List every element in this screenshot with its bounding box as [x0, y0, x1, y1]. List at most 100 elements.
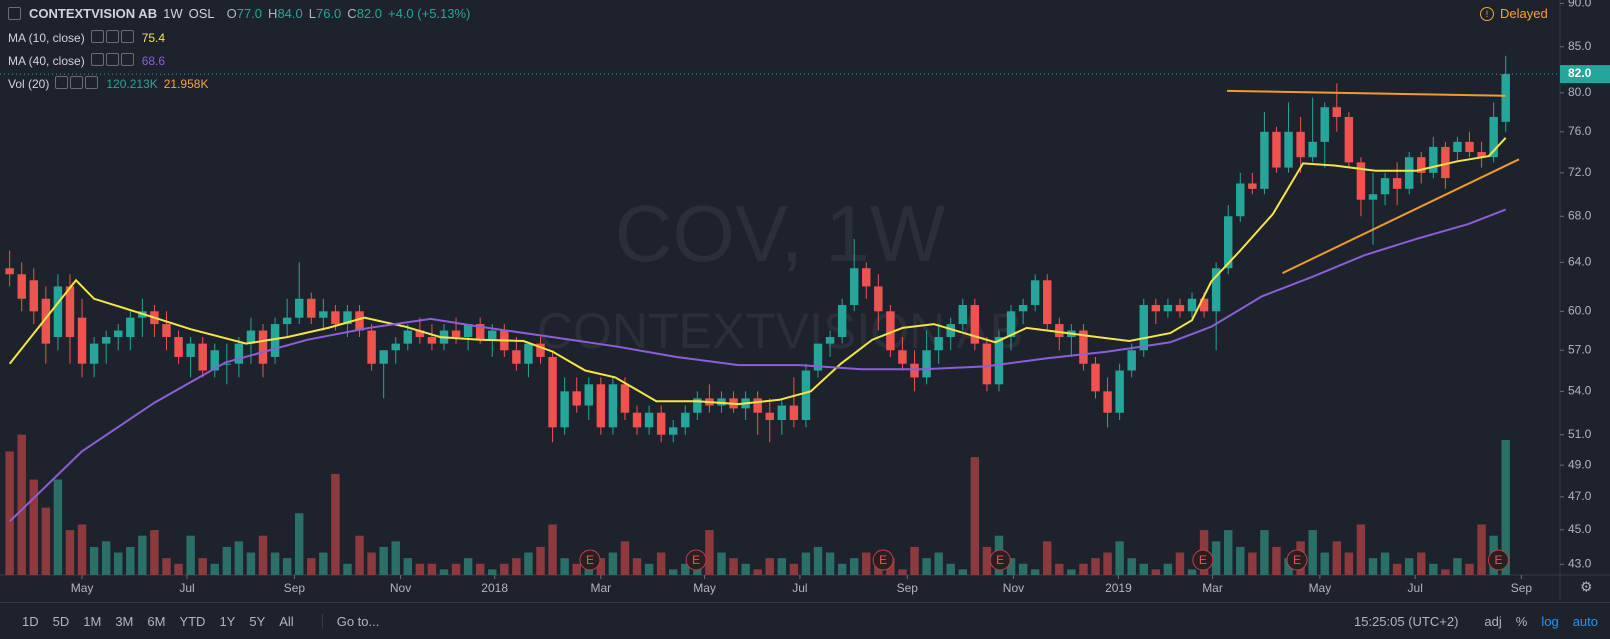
candle-body — [656, 412, 666, 435]
volume-bar — [1356, 524, 1366, 575]
candle-body — [1489, 116, 1498, 158]
event-label: E — [996, 553, 1004, 567]
candle-body — [572, 391, 581, 406]
range-button[interactable]: YTD — [179, 613, 206, 629]
candle-body — [693, 398, 702, 413]
study-icons — [90, 53, 136, 69]
candle-body — [801, 370, 811, 420]
volume-bar — [560, 558, 569, 575]
candle-body — [1260, 131, 1269, 189]
volume-bar — [1501, 440, 1510, 575]
candle-body — [632, 412, 642, 428]
candle-body — [427, 337, 437, 344]
y-tick-label: 90.0 — [1568, 0, 1592, 10]
range-button[interactable]: 5Y — [249, 613, 266, 629]
volume-bar — [958, 569, 968, 575]
event-marker — [1487, 549, 1509, 571]
volume-bar — [1236, 546, 1245, 575]
event-marker — [989, 549, 1011, 571]
ohlc-legend: O77.0 H84.0 L76.0 C82.0 — [221, 6, 382, 21]
candle-body — [620, 384, 630, 413]
goto-button[interactable]: Go to... — [321, 613, 379, 629]
volume-bar — [644, 563, 654, 575]
study-name[interactable]: Vol (20) — [8, 77, 50, 91]
candle-body — [1429, 146, 1438, 173]
candle-body — [1079, 330, 1088, 364]
volume-bar — [5, 451, 14, 575]
exchange[interactable]: OSL — [188, 6, 215, 21]
volume-bar — [849, 558, 859, 575]
candle-body — [475, 324, 485, 340]
ohlc-label: H — [268, 6, 278, 21]
interval[interactable]: 1W — [163, 6, 183, 21]
volume-bar — [282, 558, 292, 575]
x-tick-label: Nov — [390, 581, 411, 595]
range-button[interactable]: 1M — [83, 613, 102, 629]
candle-body — [463, 324, 473, 338]
candle-body — [862, 268, 871, 287]
y-tick-label: 85.0 — [1568, 39, 1592, 53]
candle-body — [1175, 305, 1185, 312]
range-button[interactable]: All — [279, 613, 294, 629]
event-label: E — [1494, 553, 1502, 567]
collapse-icon[interactable] — [8, 7, 21, 20]
volume-bar — [753, 569, 762, 575]
volume-bar — [101, 541, 111, 575]
event-marker — [1192, 549, 1214, 571]
candle-body — [331, 311, 340, 325]
candle-body — [1127, 350, 1136, 371]
scale-option[interactable]: log — [1541, 613, 1559, 629]
volume-bar — [1344, 552, 1354, 575]
trend-line — [1282, 158, 1520, 275]
y-tick-label: 68.0 — [1568, 208, 1592, 222]
study-name[interactable]: MA (10, close) — [8, 31, 85, 45]
range-button[interactable]: 6M — [147, 613, 166, 629]
y-tick-label: 57.0 — [1568, 342, 1592, 356]
candle-body — [1465, 141, 1474, 153]
candle-body — [874, 286, 883, 312]
scale-option[interactable]: adj — [1484, 613, 1502, 629]
candle-body — [5, 268, 14, 275]
candle-body — [1380, 178, 1390, 195]
x-tick-label: May — [71, 581, 94, 595]
volume-bar — [331, 473, 340, 575]
candle-body — [1248, 183, 1257, 189]
volume-bar — [656, 552, 666, 575]
candle-body — [1199, 298, 1209, 312]
clock: 15:25:05 (UTC+2) — [1353, 613, 1459, 629]
event-label: E — [692, 553, 700, 567]
scale-option[interactable]: % — [1515, 613, 1528, 629]
candle-body — [1211, 268, 1221, 312]
candle-body — [1223, 216, 1233, 269]
range-button[interactable]: 5D — [52, 613, 70, 629]
event-label: E — [1199, 553, 1207, 567]
volume-bar — [439, 569, 449, 575]
scale-option[interactable]: auto — [1572, 613, 1598, 629]
settings-icon[interactable]: ⚙ — [1580, 579, 1593, 595]
range-button[interactable]: 1Y — [219, 613, 236, 629]
volume-bar — [1272, 546, 1281, 575]
range-button[interactable]: 3M — [115, 613, 134, 629]
volume-bar — [1079, 563, 1088, 575]
delayed-badge[interactable]: ! Delayed — [1480, 6, 1548, 21]
volume-bar — [500, 563, 509, 575]
event-marker — [685, 549, 707, 571]
volume-bar — [53, 479, 63, 575]
candle-body — [1006, 311, 1016, 338]
volume-bar — [789, 563, 799, 575]
watermark: COV, 1W — [615, 189, 946, 278]
study-name[interactable]: MA (40, close) — [8, 54, 85, 68]
volume-bar — [367, 552, 376, 575]
candle-body — [307, 298, 316, 318]
ohlc-value: 84.0 — [277, 6, 303, 21]
symbol[interactable]: CONTEXTVISION AB — [29, 6, 158, 21]
volume-bar — [934, 552, 943, 575]
range-button[interactable]: 1D — [22, 613, 39, 629]
candle-body — [186, 343, 195, 357]
last-price-box — [1560, 65, 1610, 84]
study-icons — [90, 30, 136, 46]
y-tick-label: 43.0 — [1568, 556, 1592, 570]
volume-bar — [1465, 563, 1474, 575]
event-marker — [1286, 549, 1308, 571]
